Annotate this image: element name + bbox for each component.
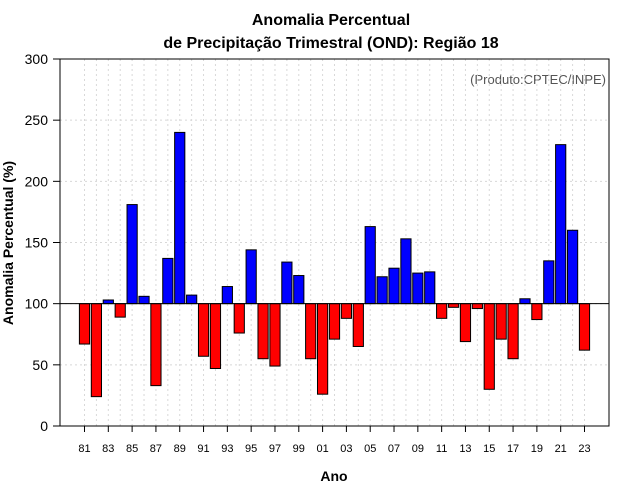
plot-frame	[59, 58, 610, 427]
bar-89	[174, 131, 186, 305]
bar-12	[447, 303, 460, 308]
bar-02	[328, 303, 341, 340]
bar-91	[197, 303, 210, 357]
x-tick-label: 21	[555, 443, 567, 455]
chart-title: Anomalia Percentual	[252, 12, 410, 29]
y-tick-label: 0	[40, 418, 48, 434]
y-axis-label: Anomalia Percentual (%)	[0, 161, 16, 325]
bar-86	[138, 295, 150, 305]
x-tick-label: 97	[269, 443, 281, 455]
bar-81	[78, 303, 91, 345]
x-tick-label: 89	[174, 443, 186, 455]
x-tick-label: 11	[436, 443, 447, 455]
x-tick-label: 19	[531, 443, 543, 455]
x-tick-label: 95	[245, 443, 257, 455]
y-tick-label: 250	[25, 112, 49, 128]
bar-09	[412, 272, 424, 305]
x-tick-label: 23	[578, 443, 590, 455]
bar-20	[543, 260, 555, 305]
x-tick-label: 85	[126, 443, 138, 455]
bar-93	[221, 286, 233, 305]
bar-85	[126, 204, 138, 305]
bar-88	[162, 257, 174, 305]
bar-87	[150, 303, 162, 387]
bar-17	[507, 303, 519, 360]
x-tick-label: 05	[364, 443, 376, 455]
bar-22	[566, 229, 579, 305]
bar-90	[186, 294, 198, 305]
x-axis-label: Ano	[320, 468, 347, 484]
credit-label: (Produto:CPTEC/INPE)	[470, 72, 606, 87]
x-tick-label: 93	[221, 443, 233, 455]
bar-03	[340, 303, 353, 319]
bar-05	[364, 226, 376, 305]
bar-08	[400, 238, 412, 305]
y-tick-label: 150	[25, 235, 49, 251]
bar-14	[471, 303, 483, 310]
bar-84	[114, 303, 126, 318]
bar-10	[424, 271, 436, 305]
bar-01	[316, 303, 329, 395]
y-tick-label: 50	[32, 357, 48, 373]
x-tick-label: 15	[483, 443, 495, 455]
x-tick-label: 01	[316, 443, 328, 455]
bar-16	[495, 303, 507, 340]
x-tick-label: 81	[78, 443, 90, 455]
bar-19	[531, 303, 543, 321]
bar-04	[352, 303, 364, 347]
bar-94	[233, 303, 245, 334]
x-tick-label: 99	[293, 443, 305, 455]
bar-98	[281, 261, 293, 305]
bar-82	[90, 303, 103, 398]
bar-15	[483, 303, 495, 390]
bar-97	[269, 303, 281, 367]
bar-92	[209, 303, 222, 370]
x-tick-label: 91	[197, 443, 209, 455]
x-tick-label: 09	[412, 443, 424, 455]
bar-99	[293, 275, 305, 305]
bar-18	[519, 298, 531, 305]
bar-21	[555, 144, 567, 305]
chart-subtitle: de Precipitação Trimestral (OND): Região…	[163, 35, 498, 52]
x-tick-label: 87	[150, 443, 162, 455]
bar-95	[245, 249, 257, 305]
y-tick-label: 100	[25, 296, 49, 312]
bar-83	[102, 299, 114, 305]
x-tick-label: 17	[507, 443, 519, 455]
bar-13	[459, 303, 472, 343]
y-tick-label: 300	[25, 51, 49, 67]
bar-06	[376, 276, 388, 305]
x-tick-label: 13	[459, 443, 471, 455]
bar-00	[305, 303, 317, 360]
y-tick-label: 200	[25, 173, 49, 189]
x-tick-label: 83	[102, 443, 114, 455]
bar-11	[436, 303, 448, 319]
x-tick-label: 07	[388, 443, 400, 455]
bar-07	[388, 267, 400, 305]
bar-96	[257, 303, 269, 360]
bar-23	[578, 303, 591, 351]
x-tick-label: 03	[340, 443, 352, 455]
